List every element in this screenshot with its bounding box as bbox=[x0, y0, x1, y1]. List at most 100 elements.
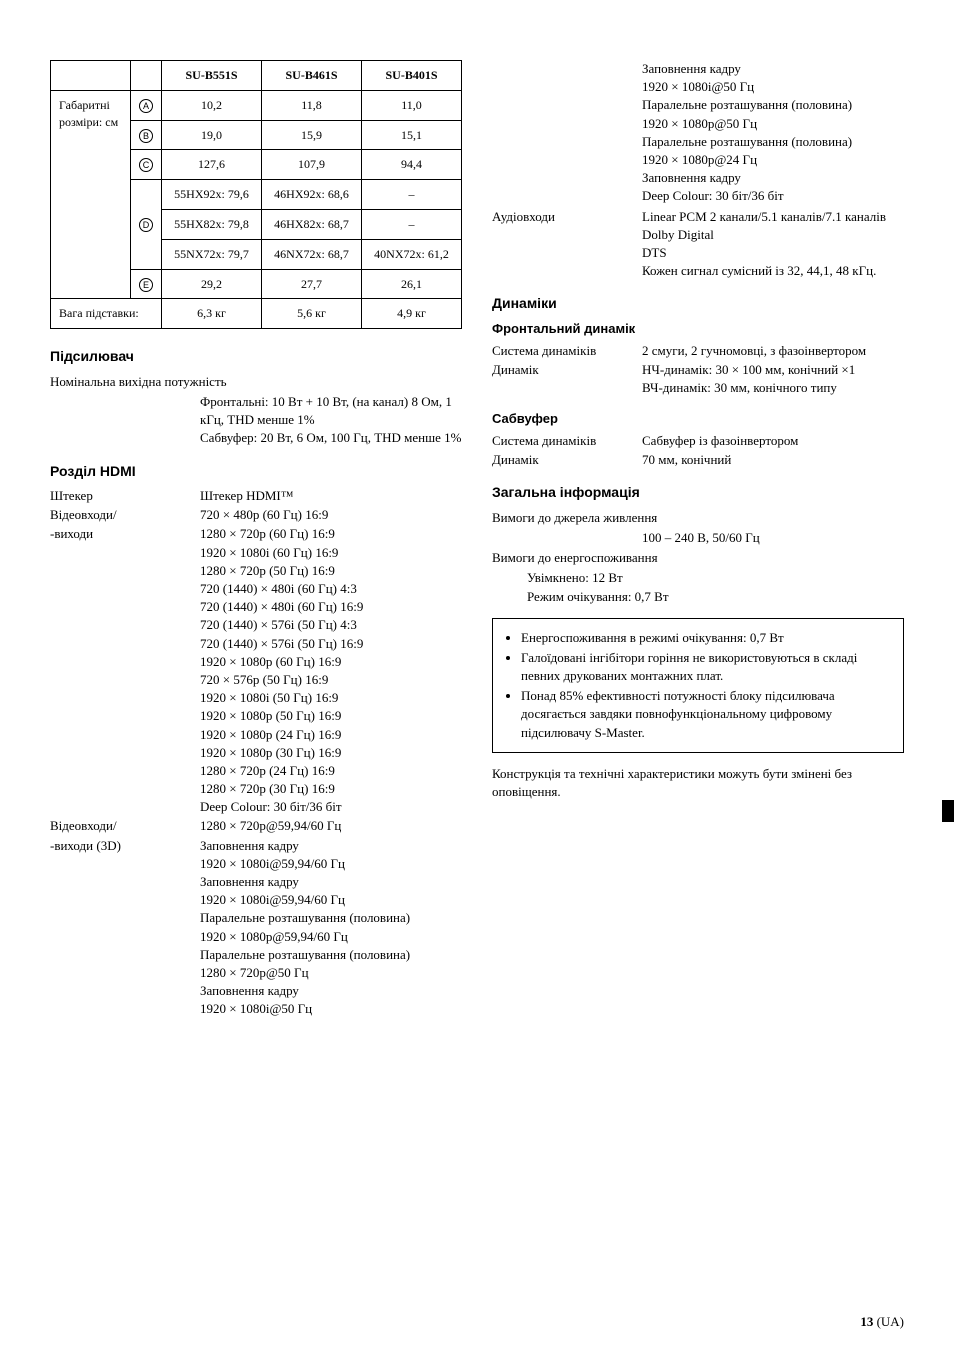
list-item: 1920 × 1080i@50 Гц bbox=[642, 78, 904, 96]
list-item: 1920 × 1080p (30 Гц) 16:9 bbox=[200, 744, 462, 762]
list-item: Паралельне розташування (половина) bbox=[200, 909, 462, 927]
list-item: Заповнення кадру bbox=[200, 837, 462, 855]
th-blank1 bbox=[51, 61, 131, 91]
v3d-rest: Заповнення кадру1920 × 1080i@59,94/60 Гц… bbox=[200, 837, 462, 1019]
list-item: 1920 × 1080i (60 Гц) 16:9 bbox=[200, 544, 462, 562]
info-box: Енергоспоживання в режимі очікування: 0,… bbox=[492, 618, 904, 753]
list-item: Заповнення кадру bbox=[200, 873, 462, 891]
cell: 55HX82x: 79,8 bbox=[162, 209, 262, 239]
cell: – bbox=[362, 180, 462, 210]
speakers-title: Динаміки bbox=[492, 294, 904, 314]
letter-c: C bbox=[131, 150, 162, 180]
vio-rest: 1280 × 720p (60 Гц) 16:91920 × 1080i (60… bbox=[200, 525, 462, 816]
list-item: 1280 × 720p (60 Гц) 16:9 bbox=[200, 525, 462, 543]
v3d-k1: Відеовходи/ bbox=[50, 817, 200, 835]
cell: 55NX72x: 79,7 bbox=[162, 239, 262, 269]
cell: 10,2 bbox=[162, 90, 262, 120]
sub-drv-v: 70 мм, конічний bbox=[642, 451, 904, 469]
cell: 29,2 bbox=[162, 269, 262, 299]
list-item: 720 (1440) × 576i (50 Гц) 16:9 bbox=[200, 635, 462, 653]
sub-sys-v: Сабвуфер із фазоінвертором bbox=[642, 432, 904, 450]
cons-req: Вимоги до енергоспоживання bbox=[492, 549, 904, 567]
cell: 94,4 bbox=[362, 150, 462, 180]
amp-line1: Номінальна вихідна потужність bbox=[50, 373, 462, 391]
sub-sys-k: Система динаміків bbox=[492, 432, 642, 450]
amp-title: Підсилювач bbox=[50, 347, 462, 367]
v3d-first: 1280 × 720p@59,94/60 Гц bbox=[200, 817, 462, 835]
drv-k: Динамік bbox=[492, 361, 642, 397]
list-item: 1920 × 1080i@50 Гц bbox=[200, 1000, 462, 1018]
list-item: Заповнення кадру bbox=[642, 60, 904, 78]
spec-table: SU-B551S SU-B461S SU-B401S Габаритні роз… bbox=[50, 60, 462, 329]
vio-k1: Відеовходи/ bbox=[50, 506, 200, 524]
list-item: Dolby Digital bbox=[642, 226, 904, 244]
weight-label: Вага підставки: bbox=[51, 299, 162, 329]
pwr-val: 100 – 240 В, 50/60 Гц bbox=[642, 529, 904, 547]
th-blank2 bbox=[131, 61, 162, 91]
cons-standby: Режим очікування: 0,7 Вт bbox=[527, 588, 904, 606]
list-item: Заповнення кадру bbox=[200, 982, 462, 1000]
list-item: DTS bbox=[642, 244, 904, 262]
cell: 27,7 bbox=[262, 269, 362, 299]
cell: 46HX92x: 68,6 bbox=[262, 180, 362, 210]
vio-first: 720 × 480p (60 Гц) 16:9 bbox=[200, 506, 462, 524]
letter-d: D bbox=[131, 180, 162, 269]
footnote: Конструкція та технічні характеристики м… bbox=[492, 765, 904, 801]
list-item: 1920 × 1080p@50 Гц bbox=[642, 115, 904, 133]
list-item: 720 (1440) × 480i (60 Гц) 16:9 bbox=[200, 598, 462, 616]
dim-label: Габаритні розміри: см bbox=[51, 90, 131, 299]
cell: 46NX72x: 68,7 bbox=[262, 239, 362, 269]
cons-on: Увімкнено: 12 Вт bbox=[527, 569, 904, 587]
list-item: 1920 × 1080p (60 Гц) 16:9 bbox=[200, 653, 462, 671]
list-item: 1280 × 720p (50 Гц) 16:9 bbox=[200, 562, 462, 580]
cell: 15,1 bbox=[362, 120, 462, 150]
front-title: Фронтальний динамік bbox=[492, 320, 904, 338]
th-m3: SU-B401S bbox=[362, 61, 462, 91]
list-item: 720 (1440) × 576i (50 Гц) 4:3 bbox=[200, 616, 462, 634]
list-item: Кожен сигнал сумісний із 32, 44,1, 48 кГ… bbox=[642, 262, 904, 280]
vio-k2: -виходи bbox=[50, 525, 200, 816]
sub-drv-k: Динамік bbox=[492, 451, 642, 469]
page-number: 13 (UA) bbox=[860, 1313, 904, 1331]
plug-v: Штекер HDMI™ bbox=[200, 487, 462, 505]
list-item: Понад 85% ефективності потужності блоку … bbox=[521, 687, 893, 742]
cell: 5,6 кг bbox=[262, 299, 362, 329]
hdmi-title: Розділ HDMI bbox=[50, 462, 462, 482]
list-item: 1280 × 720p (30 Гц) 16:9 bbox=[200, 780, 462, 798]
v3d-k2: -виходи (3D) bbox=[50, 837, 200, 1019]
cell: 19,0 bbox=[162, 120, 262, 150]
edge-tab bbox=[942, 800, 954, 822]
list-item: Deep Colour: 30 біт/36 біт bbox=[642, 187, 904, 205]
cell: 107,9 bbox=[262, 150, 362, 180]
list-item: 720 (1440) × 480i (60 Гц) 4:3 bbox=[200, 580, 462, 598]
pwr-req: Вимоги до джерела живлення bbox=[492, 509, 904, 527]
cell: 127,6 bbox=[162, 150, 262, 180]
plug-k: Штекер bbox=[50, 487, 200, 505]
cell: 11,0 bbox=[362, 90, 462, 120]
list-item: 720 × 576p (50 Гц) 16:9 bbox=[200, 671, 462, 689]
list-item: Галоїдовані інгібітори горіння не викори… bbox=[521, 649, 893, 685]
cell: 55HX92x: 79,6 bbox=[162, 180, 262, 210]
list-item: 1280 × 720p (24 Гц) 16:9 bbox=[200, 762, 462, 780]
sys-v: 2 смуги, 2 гучномовці, з фазоінвертором bbox=[642, 342, 904, 360]
audio-lines: Linear PCM 2 канали/5.1 каналів/7.1 кана… bbox=[642, 208, 904, 281]
list-item: 1920 × 1080i@59,94/60 Гц bbox=[200, 891, 462, 909]
list-item: 1920 × 1080p@24 Гц bbox=[642, 151, 904, 169]
cell: 11,8 bbox=[262, 90, 362, 120]
list-item: Deep Colour: 30 біт/36 біт bbox=[200, 798, 462, 816]
letter-b: B bbox=[131, 120, 162, 150]
list-item: Linear PCM 2 канали/5.1 каналів/7.1 кана… bbox=[642, 208, 904, 226]
list-item: 1280 × 720p@50 Гц bbox=[200, 964, 462, 982]
cell: 40NX72x: 61,2 bbox=[362, 239, 462, 269]
th-m1: SU-B551S bbox=[162, 61, 262, 91]
list-item: 1920 × 1080i@59,94/60 Гц bbox=[200, 855, 462, 873]
list-item: 1920 × 1080p (50 Гц) 16:9 bbox=[200, 707, 462, 725]
list-item: Паралельне розташування (половина) bbox=[200, 946, 462, 964]
drv-v: НЧ-динамік: 30 × 100 мм, конічний ×1 ВЧ-… bbox=[642, 361, 904, 397]
list-item: Паралельне розташування (половина) bbox=[642, 96, 904, 114]
cell: 46HX82x: 68,7 bbox=[262, 209, 362, 239]
list-item: Паралельне розташування (половина) bbox=[642, 133, 904, 151]
cell: 26,1 bbox=[362, 269, 462, 299]
box-list: Енергоспоживання в режимі очікування: 0,… bbox=[503, 629, 893, 742]
amp-body: Фронтальні: 10 Вт + 10 Вт, (на канал) 8 … bbox=[200, 393, 462, 448]
